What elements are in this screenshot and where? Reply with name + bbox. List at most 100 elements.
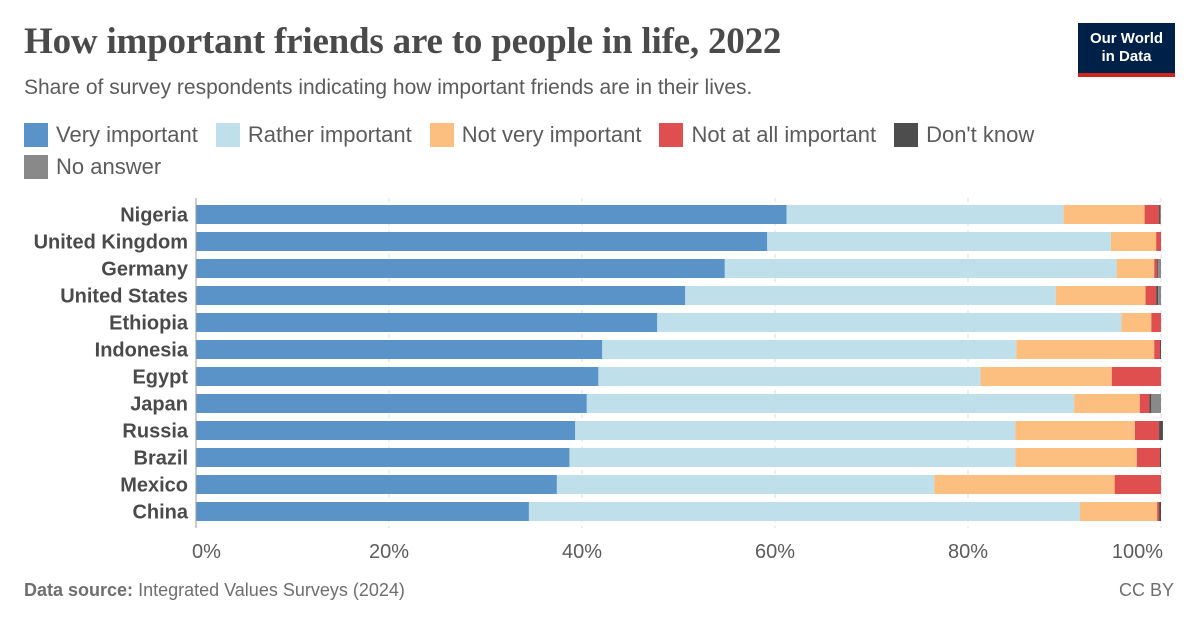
legend-item-don-t-know[interactable]: Don't know — [894, 122, 1034, 148]
bar-brazil-not-at-all-important[interactable] — [1136, 448, 1161, 467]
x-tick-label-60: 60% — [755, 541, 795, 563]
bar-japan-not-very-important[interactable] — [1074, 394, 1140, 413]
bar-united-states-no-answer[interactable] — [1158, 286, 1161, 305]
bar-china-not-at-all-important[interactable] — [1157, 502, 1160, 521]
logo-line-2: in Data — [1101, 48, 1152, 65]
bar-united-kingdom-rather-important[interactable] — [767, 232, 1111, 251]
category-label-egypt: Egypt — [132, 367, 188, 389]
legend-item-very-important[interactable]: Very important — [24, 122, 198, 148]
bar-egypt-very-important[interactable] — [196, 367, 599, 386]
bar-nigeria-not-at-all-important[interactable] — [1144, 205, 1160, 224]
bar-nigeria-don-t-know[interactable] — [1159, 205, 1161, 224]
bar-united-kingdom-not-very-important[interactable] — [1110, 232, 1157, 251]
bar-russia-rather-important[interactable] — [575, 421, 1016, 440]
category-label-united-kingdom: United Kingdom — [34, 232, 188, 254]
bar-brazil-rather-important[interactable] — [569, 448, 1016, 467]
bar-ethiopia-very-important[interactable] — [196, 313, 658, 332]
bar-japan-rather-important[interactable] — [586, 394, 1075, 413]
bar-germany-no-answer[interactable] — [1158, 259, 1161, 278]
license-label[interactable]: CC BY — [1118, 580, 1174, 600]
category-label-germany: Germany — [101, 259, 189, 281]
bar-nigeria-not-very-important[interactable] — [1063, 205, 1145, 224]
bar-united-kingdom-not-at-all-important[interactable] — [1156, 232, 1161, 251]
legend-item-not-very-important[interactable]: Not very important — [429, 122, 642, 148]
bar-united-states-rather-important[interactable] — [685, 286, 1056, 305]
bar-mexico-not-very-important[interactable] — [934, 475, 1115, 494]
legend-label-no-answer: No answer — [56, 154, 162, 179]
bar-germany-very-important[interactable] — [196, 259, 725, 278]
legend-swatch-rather-important — [215, 123, 240, 147]
legend-swatch-no-answer — [24, 155, 48, 179]
bar-indonesia-very-important[interactable] — [196, 340, 603, 359]
category-label-mexico: Mexico — [120, 475, 188, 497]
legend-label-not-at-all-important: Not at all important — [691, 122, 877, 147]
bar-russia-not-very-important[interactable] — [1015, 421, 1135, 440]
bar-indonesia-don-t-know[interactable] — [1160, 340, 1161, 359]
legend-label-very-important: Very important — [56, 122, 198, 147]
legend-swatch-not-very-important — [429, 123, 454, 147]
x-tick-label-100: 100% — [1112, 541, 1163, 563]
legend-swatch-don-t-know — [894, 123, 919, 147]
owid-logo[interactable]: Our World in Data — [1078, 23, 1175, 77]
legend-item-not-at-all-important[interactable]: Not at all important — [659, 122, 876, 148]
legend-label-not-very-important: Not very important — [461, 122, 642, 147]
bar-united-kingdom-very-important[interactable] — [196, 232, 768, 251]
bar-nigeria-no-answer[interactable] — [1160, 205, 1161, 224]
bar-indonesia-rather-important[interactable] — [602, 340, 1017, 359]
bar-russia-not-at-all-important[interactable] — [1134, 421, 1160, 440]
bar-germany-don-t-know[interactable] — [1157, 259, 1159, 278]
bar-china-rather-important[interactable] — [528, 502, 1080, 521]
bar-nigeria-very-important[interactable] — [196, 205, 787, 224]
bar-united-states-very-important[interactable] — [196, 286, 686, 305]
logo-line-1: Our World — [1089, 30, 1164, 47]
bar-egypt-not-very-important[interactable] — [980, 367, 1112, 386]
category-label-russia: Russia — [122, 421, 188, 443]
bar-germany-not-very-important[interactable] — [1116, 259, 1155, 278]
bar-indonesia-not-at-all-important[interactable] — [1154, 340, 1161, 359]
category-label-united-states: United States — [60, 286, 188, 308]
bar-japan-no-answer[interactable] — [1151, 394, 1161, 413]
bar-brazil-very-important[interactable] — [196, 448, 570, 467]
bar-egypt-not-at-all-important[interactable] — [1111, 367, 1161, 386]
x-tick-label-40: 40% — [562, 541, 602, 563]
bar-germany-rather-important[interactable] — [724, 259, 1117, 278]
category-label-china: China — [132, 502, 188, 524]
category-label-nigeria: Nigeria — [120, 205, 189, 227]
bar-russia-very-important[interactable] — [196, 421, 576, 440]
bar-indonesia-not-very-important[interactable] — [1016, 340, 1155, 359]
x-tick-label-0: 0% — [192, 541, 221, 563]
bar-mexico-rather-important[interactable] — [556, 475, 935, 494]
bar-brazil-not-very-important[interactable] — [1015, 448, 1137, 467]
legend-label-rather-important: Rather important — [247, 122, 412, 147]
chart-legend: Very important Rather important Not very i… — [24, 122, 1124, 180]
bar-mexico-very-important[interactable] — [196, 475, 557, 494]
legend-item-rather-important[interactable]: Rather important — [215, 122, 412, 148]
bar-united-states-don-t-know[interactable] — [1156, 286, 1159, 305]
bar-ethiopia-rather-important[interactable] — [657, 313, 1122, 332]
bar-mexico-not-at-all-important[interactable] — [1114, 475, 1161, 494]
bar-nigeria-rather-important[interactable] — [786, 205, 1064, 224]
bar-china-very-important[interactable] — [196, 502, 529, 521]
bar-china-don-t-know[interactable] — [1159, 502, 1161, 521]
chart-title: How important friends are to people in l… — [24, 21, 782, 62]
legend-label-don-t-know: Don't know — [926, 122, 1035, 147]
category-label-ethiopia: Ethiopia — [109, 313, 189, 335]
bar-japan-not-at-all-important[interactable] — [1139, 394, 1150, 413]
bar-egypt-rather-important[interactable] — [598, 367, 981, 386]
bar-ethiopia-not-at-all-important[interactable] — [1151, 313, 1161, 332]
bar-ethiopia-not-very-important[interactable] — [1121, 313, 1152, 332]
bar-russia-don-t-know[interactable] — [1159, 421, 1163, 440]
bar-united-states-not-at-all-important[interactable] — [1145, 286, 1157, 305]
legend-item-no-answer[interactable]: No answer — [24, 154, 161, 180]
bar-united-states-not-very-important[interactable] — [1055, 286, 1146, 305]
bar-japan-don-t-know[interactable] — [1149, 394, 1152, 413]
bar-china-not-very-important[interactable] — [1079, 502, 1158, 521]
data-source: Data source: Integrated Values Surveys (… — [24, 580, 405, 601]
x-tick-label-80: 80% — [948, 541, 988, 563]
category-label-brazil: Brazil — [134, 448, 188, 470]
chart-subtitle: Share of survey respondents indicating h… — [24, 76, 753, 99]
bar-germany-not-at-all-important[interactable] — [1154, 259, 1158, 278]
bar-japan-very-important[interactable] — [196, 394, 587, 413]
bar-brazil-don-t-know[interactable] — [1160, 448, 1161, 467]
